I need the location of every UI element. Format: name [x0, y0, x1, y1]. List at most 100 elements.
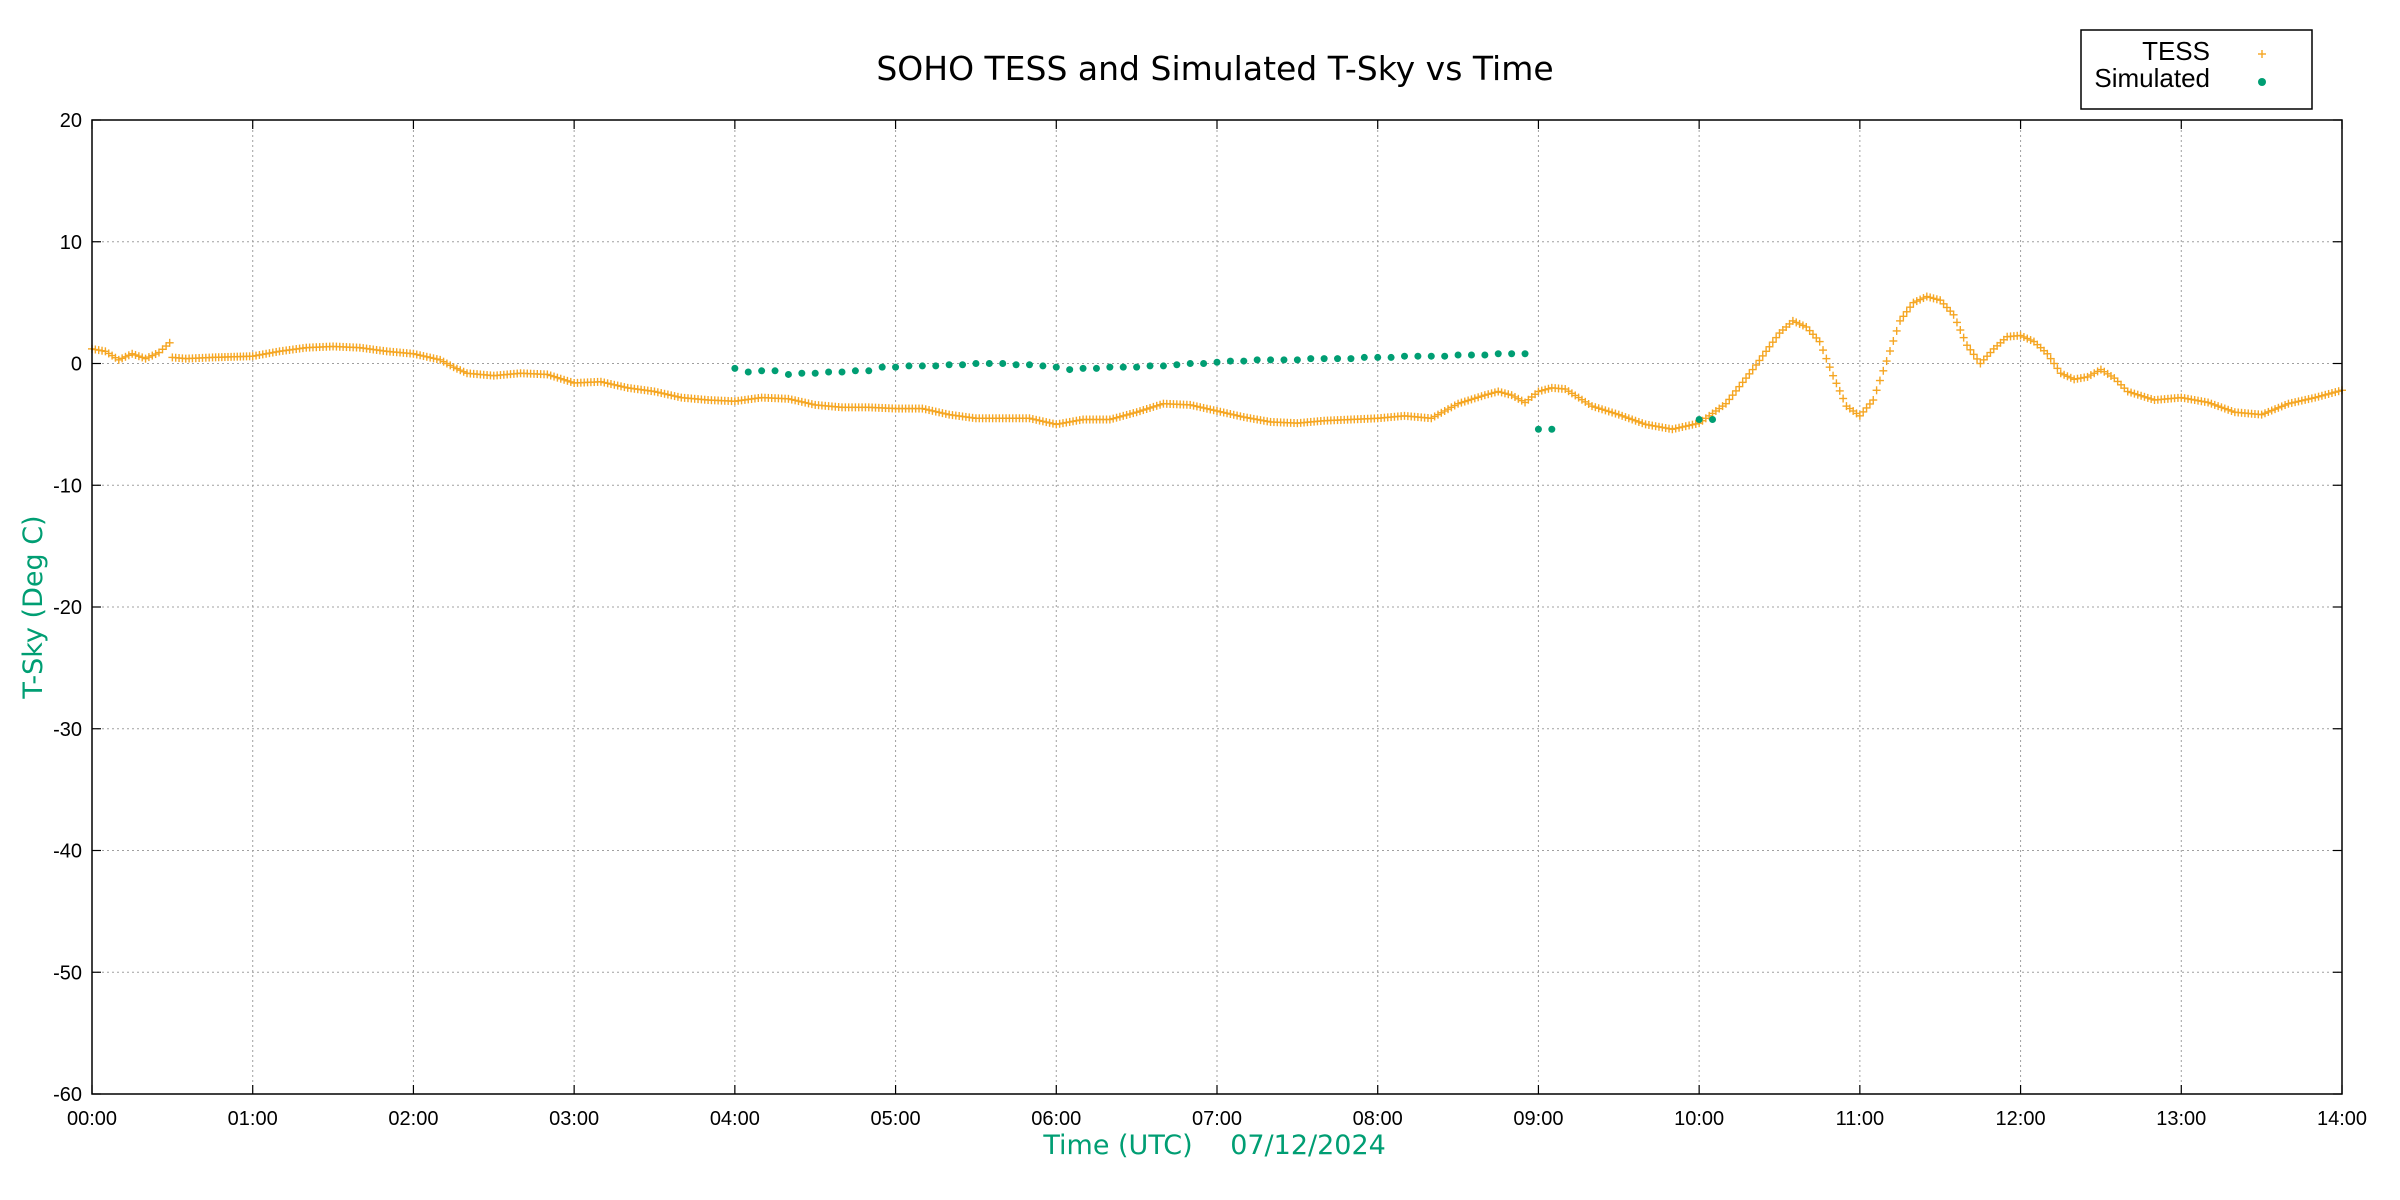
simulated-point — [1709, 416, 1717, 424]
simulated-point — [1521, 350, 1529, 358]
x-tick-label: 08:00 — [1353, 1108, 1403, 1130]
legend-label-simulated: Simulated — [2094, 63, 2210, 93]
simulated-point — [1146, 362, 1154, 370]
simulated-point — [784, 370, 792, 378]
simulated-point — [1026, 361, 1033, 369]
y-tick-label: -60 — [53, 1084, 82, 1106]
y-tick-label: -10 — [53, 475, 82, 497]
tess-point — [1742, 374, 1751, 383]
x-axis-label: Time (UTC) — [1042, 1130, 1192, 1161]
tess-point — [1875, 376, 1884, 385]
simulated-point — [1427, 352, 1435, 360]
simulated-point — [1401, 352, 1408, 360]
x-tick-label: 01:00 — [228, 1108, 278, 1130]
simulated-point — [1159, 362, 1167, 370]
tess-point — [1721, 399, 1730, 408]
simulated-point — [1240, 357, 1248, 365]
tess-point — [1892, 326, 1901, 335]
legend-box — [2080, 29, 2313, 110]
x-tick-label: 09:00 — [1513, 1108, 1563, 1130]
x-tick-label: 02:00 — [388, 1108, 438, 1130]
simulated-point — [1052, 363, 1060, 371]
tess-point — [1829, 371, 1838, 380]
y-tick-label: 20 — [60, 110, 82, 132]
simulated-point — [1293, 356, 1301, 364]
simulated-point — [1066, 366, 1074, 374]
tess-point — [1728, 391, 1737, 400]
tess-point — [1952, 318, 1961, 327]
x-tick-label: 04:00 — [710, 1108, 760, 1130]
tess-point — [1819, 346, 1828, 355]
tess-point — [1906, 303, 1915, 312]
tess-point — [1885, 347, 1894, 356]
x-tick-label: 00:00 — [67, 1108, 117, 1130]
y-tick-label: -20 — [53, 597, 82, 619]
tess-point — [1755, 356, 1764, 365]
tess-point — [1738, 378, 1747, 387]
simulated-point — [878, 363, 886, 371]
tess-point — [1902, 307, 1911, 316]
simulated-point — [838, 368, 846, 376]
x-tick-label: 06:00 — [1031, 1108, 1081, 1130]
tess-point — [1889, 336, 1898, 345]
simulated-point — [1467, 351, 1475, 359]
legend-marker-simulated — [2258, 78, 2266, 86]
tess-point — [1825, 363, 1834, 372]
x-tick-label: 03:00 — [549, 1108, 599, 1130]
tess-point — [1963, 341, 1971, 350]
legend-label-tess: TESS — [2142, 36, 2210, 66]
y-tick-label: -40 — [53, 841, 82, 863]
simulated-point — [1133, 363, 1141, 371]
tess-point — [1973, 354, 1982, 363]
simulated-point — [1695, 416, 1703, 424]
simulated-point — [1039, 362, 1047, 370]
simulated-point — [825, 368, 833, 376]
y-tick-label: 10 — [60, 232, 82, 254]
simulated-point — [1173, 361, 1181, 369]
tess-point — [1896, 316, 1905, 325]
simulated-point — [1012, 361, 1020, 369]
simulated-point — [1334, 355, 1342, 363]
tess-point — [1762, 347, 1771, 356]
simulated-point — [1548, 425, 1556, 433]
x-tick-label: 14:00 — [2317, 1108, 2367, 1130]
simulated-point — [985, 360, 993, 367]
chart-title: SOHO TESS and Simulated T-Sky vs Time — [876, 49, 1553, 88]
simulated-point — [1454, 351, 1462, 359]
tess-point — [1869, 396, 1878, 405]
tess-point — [1731, 386, 1740, 395]
tess-point — [2043, 349, 2052, 358]
simulated-point — [1186, 360, 1194, 367]
simulated-point — [1092, 364, 1100, 372]
tess-point — [1748, 365, 1757, 374]
tess-point — [1966, 345, 1975, 354]
tess-point — [1969, 350, 1978, 359]
simulated-point — [1387, 353, 1395, 361]
simulated-point — [1347, 355, 1355, 363]
x-tick-label: 12:00 — [1996, 1108, 2046, 1130]
x-tick-label: 13:00 — [2156, 1108, 2206, 1130]
simulated-point — [1200, 360, 1208, 367]
simulated-point — [1494, 350, 1502, 358]
simulated-point — [1441, 352, 1449, 360]
y-tick-label: -30 — [53, 719, 82, 741]
simulated-point — [1508, 350, 1516, 358]
tess-point — [1765, 342, 1774, 351]
simulated-point — [1226, 357, 1234, 365]
legend-simulated-dot — [2258, 78, 2266, 86]
x-tick-label: 07:00 — [1192, 1108, 1242, 1130]
legend: TESS Simulated — [2080, 29, 2313, 110]
simulated-point — [1534, 425, 1542, 433]
tess-point — [1959, 333, 1968, 342]
tess-point — [2050, 359, 2059, 368]
legend-tess-plus — [2258, 50, 2266, 58]
tess-point — [1768, 338, 1777, 347]
simulated-point — [1106, 363, 1114, 371]
tess-point — [1822, 354, 1831, 363]
simulated-point — [945, 361, 953, 369]
y-tick-label: 0 — [71, 354, 82, 376]
data-points — [88, 292, 2346, 434]
legend-marker-tess — [2258, 50, 2266, 58]
simulated-point — [1374, 353, 1382, 361]
